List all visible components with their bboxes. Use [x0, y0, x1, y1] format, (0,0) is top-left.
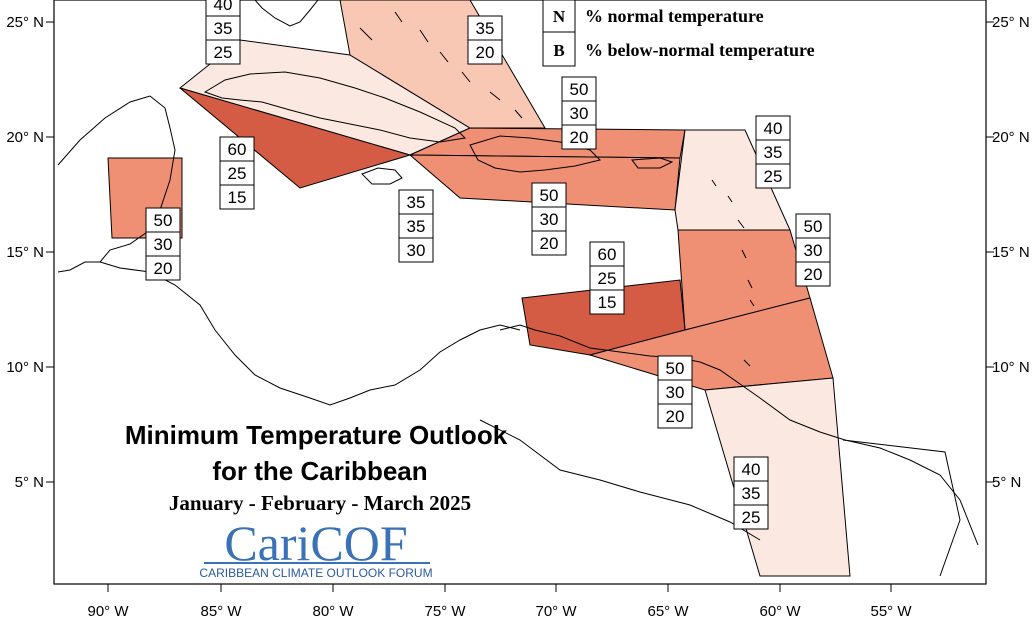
label-value: 40	[742, 460, 761, 479]
label-value: 30	[154, 235, 173, 254]
label-value: 25	[764, 167, 783, 186]
label-box-hispaniola-north: 50 30 20	[562, 77, 596, 149]
x-axis-ticks: 90° W 85° W 80° W 75° W 70° W 65° W 60° W 55° W	[87, 584, 912, 620]
title-line2: for the Caribbean	[212, 456, 427, 486]
label-value: 30	[666, 383, 685, 402]
label-value: 35	[764, 143, 783, 162]
label-value: 60	[228, 140, 247, 159]
label-value: 20	[154, 259, 173, 278]
label-box-abc-islands: 60 25 15	[590, 242, 624, 314]
label-box-northern-bahamas: 40 35 25	[206, 0, 240, 64]
label-value: 30	[407, 241, 426, 260]
y-tick-label-left: 15° N	[6, 244, 44, 261]
coast-venezuela-interior	[480, 420, 760, 540]
y-tick-label-right: 10° N	[992, 359, 1030, 376]
label-value: 50	[540, 186, 559, 205]
legend-text-n: % normal temperature	[585, 6, 764, 26]
label-box-hispaniola-south: 50 30 20	[532, 183, 566, 255]
label-value: 50	[804, 217, 823, 236]
legend-text-b: % below-normal temperature	[585, 40, 815, 60]
coast-mexico-west	[58, 262, 100, 272]
x-tick-label: 65° W	[647, 603, 689, 620]
label-box-leeward-islands: 40 35 25	[756, 116, 790, 188]
label-box-guianas: 40 35 25	[734, 457, 768, 529]
logo-subtitle: CARIBBEAN CLIMATE OUTLOOK FORUM	[199, 566, 432, 580]
coast-guianas-border	[843, 440, 960, 576]
title-line1: Minimum Temperature Outlook	[125, 420, 508, 450]
y-axis-ticks-left: 25° N 20° N 15° N 10° N 5° N	[6, 14, 54, 491]
label-value: 35	[214, 19, 233, 38]
coast-jamaica	[362, 168, 402, 184]
y-tick-label-left: 20° N	[6, 129, 44, 146]
x-tick-label: 60° W	[759, 603, 801, 620]
x-tick-label: 55° W	[870, 603, 912, 620]
caricof-logo: CariCOF CARIBBEAN CLIMATE OUTLOOK FORUM	[199, 515, 432, 580]
y-tick-label-right: 25° N	[992, 14, 1030, 31]
coast-florida	[255, 0, 318, 26]
label-value: 25	[598, 269, 617, 288]
y-tick-label-right: 5° N	[992, 474, 1021, 491]
label-value: 20	[570, 128, 589, 147]
label-box-jamaica: 35 35 30	[399, 190, 433, 262]
label-box-trinidad: 50 30 20	[658, 356, 692, 428]
map-title: Minimum Temperature Outlook for the Cari…	[125, 420, 508, 515]
label-value: 25	[228, 164, 247, 183]
label-box-windward-islands: 50 30 20	[796, 214, 830, 286]
label-value: 20	[476, 43, 495, 62]
title-period: January - February - March 2025	[169, 491, 471, 515]
label-value: 15	[598, 293, 617, 312]
y-tick-label-right: 15° N	[992, 244, 1030, 261]
x-tick-label: 90° W	[87, 603, 129, 620]
label-box-belize: 50 30 20	[146, 208, 180, 280]
legend-key-n: N	[553, 7, 566, 26]
y-tick-label-left: 25° N	[6, 14, 44, 31]
label-value: 35	[476, 19, 495, 38]
label-value: 15	[228, 188, 247, 207]
region-guianas	[705, 378, 850, 576]
legend-key-b: B	[553, 41, 564, 60]
label-value: 40	[764, 119, 783, 138]
y-axis-ticks-right: 25° N 20° N 15° N 10° N 5° N	[986, 14, 1030, 491]
label-box-southern-bahamas: 3520	[468, 16, 502, 64]
label-value: 20	[666, 407, 685, 426]
label-value: 25	[214, 43, 233, 62]
label-box-cuba-east-jamaica-north: 60 25 15	[220, 137, 254, 209]
label-value: 25	[742, 508, 761, 527]
y-tick-label-left: 10° N	[6, 359, 44, 376]
x-tick-label: 80° W	[312, 603, 354, 620]
y-tick-label-right: 20° N	[992, 129, 1030, 146]
label-value: 50	[666, 359, 685, 378]
legend: N % normal temperature B % below-normal …	[543, 0, 815, 66]
x-tick-label: 85° W	[200, 603, 242, 620]
label-value: 30	[540, 210, 559, 229]
label-value: 35	[742, 484, 761, 503]
label-value: 20	[540, 234, 559, 253]
label-value: 35	[407, 217, 426, 236]
y-tick-label-left: 5° N	[15, 474, 44, 491]
label-value: 30	[804, 241, 823, 260]
x-tick-label: 70° W	[535, 603, 577, 620]
label-value: 50	[154, 211, 173, 230]
label-value: 30	[570, 104, 589, 123]
label-value: 40	[214, 0, 233, 14]
label-value: 35	[407, 193, 426, 212]
label-value: 50	[570, 80, 589, 99]
label-value: 60	[598, 245, 617, 264]
label-value: 20	[804, 265, 823, 284]
x-tick-label: 75° W	[424, 603, 466, 620]
